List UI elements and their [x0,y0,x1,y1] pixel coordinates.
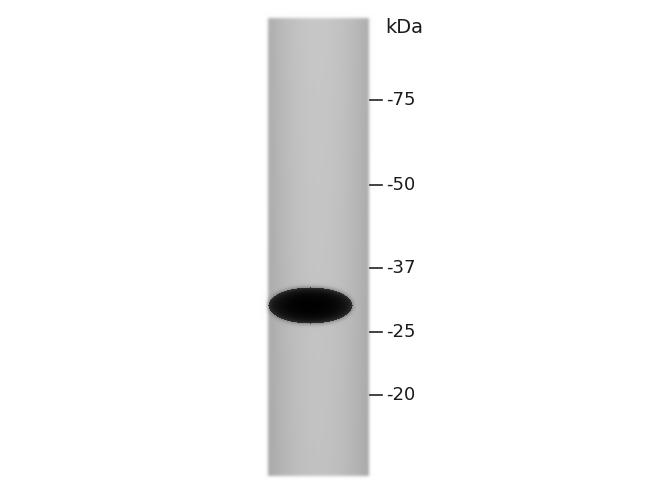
Text: -75: -75 [386,91,415,109]
Text: -50: -50 [386,176,415,194]
Text: -25: -25 [386,323,415,341]
Text: -20: -20 [386,386,415,404]
Text: -37: -37 [386,259,415,277]
Text: kDa: kDa [385,18,423,37]
